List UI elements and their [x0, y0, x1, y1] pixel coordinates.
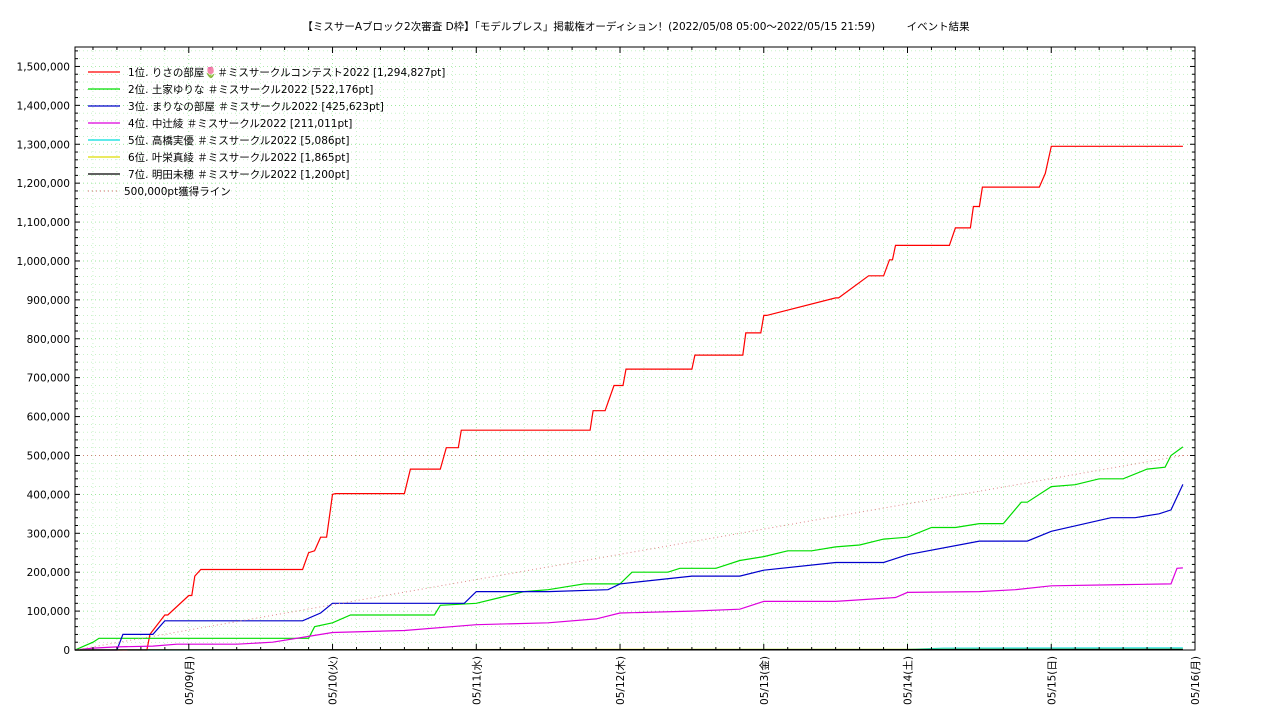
legend-label: 7位. 明田未穂 ＃ミスサークル2022 [1,200pt] — [128, 168, 349, 181]
x-tick-label: 05/14(土) — [902, 656, 915, 705]
series-line-3 — [75, 484, 1184, 651]
y-axis: 0 100,000 200,000 300,000 400,000 500,000 600,… — [17, 50, 1195, 657]
series-line-1 — [75, 145, 1183, 651]
x-tick-label: 05/11(水) — [471, 656, 483, 705]
y-tick-label: 800,000 — [27, 334, 70, 346]
legend-label: 1位. りさの部屋🌷＃ミスサークルコンテスト2022 [1,294,827pt] — [128, 66, 445, 79]
y-tick-label: 1,100,000 — [17, 217, 70, 229]
series-line-8 — [74, 455, 1183, 651]
x-tick-label: 05/13(金) — [758, 656, 771, 705]
series-line-4 — [74, 567, 1183, 651]
legend-label: 4位. 中辻綾 ＃ミスサークル2022 [211,011pt] — [128, 117, 352, 130]
y-tick-label: 700,000 — [27, 373, 70, 385]
y-tick-label: 600,000 — [27, 412, 70, 424]
y-tick-label: 100,000 — [27, 606, 70, 618]
y-tick-label: 500,000 — [27, 450, 70, 462]
x-tick-label: 05/09(月) — [184, 656, 196, 705]
legend-label: 6位. 叶栄真綾 ＃ミスサークル2022 [1,865pt] — [128, 151, 349, 164]
x-tick-label: 05/16(月) — [1190, 656, 1202, 705]
x-tick-label: 05/15(日) — [1046, 656, 1058, 705]
legend: 1位. りさの部屋🌷＃ミスサークルコンテスト2022 [1,294,827pt]… — [88, 66, 445, 198]
y-tick-label: 900,000 — [27, 295, 70, 307]
y-tick-label: 1,000,000 — [17, 256, 70, 268]
series-line-2 — [74, 446, 1184, 651]
y-tick-label: 1,300,000 — [17, 139, 70, 151]
x-axis: 05/09(月) 05/10(火) 05/11(水) 05/12(木) 05/13(金)… — [92, 47, 1202, 705]
y-tick-label: 0 — [63, 645, 70, 657]
x-tick-label: 05/12(木) — [615, 656, 627, 705]
chart-title: 【ミスサーAブロック2次審査 D枠】「モデルプレス」掲載権オーディション！(20… — [302, 20, 970, 33]
grid — [75, 47, 1196, 651]
plot-frame — [74, 46, 1196, 651]
y-tick-label: 200,000 — [27, 567, 70, 579]
y-tick-label: 300,000 — [27, 528, 70, 540]
legend-label: 3位. まりなの部屋 ＃ミスサークル2022 [425,623pt] — [128, 100, 384, 113]
series-lines — [74, 145, 1184, 651]
legend-label: 500,000pt獲得ライン — [124, 185, 231, 198]
legend-label: 5位. 高橋実優 ＃ミスサークル2022 [5,086pt] — [128, 134, 349, 147]
y-tick-label: 1,400,000 — [17, 100, 70, 112]
y-tick-label: 400,000 — [27, 489, 70, 501]
y-tick-label: 1,500,000 — [17, 61, 70, 73]
y-tick-label: 1,200,000 — [17, 178, 70, 190]
legend-label: 2位. 土家ゆりな ＃ミスサークル2022 [522,176pt] — [128, 83, 373, 96]
x-tick-label: 05/10(火) — [328, 656, 340, 705]
